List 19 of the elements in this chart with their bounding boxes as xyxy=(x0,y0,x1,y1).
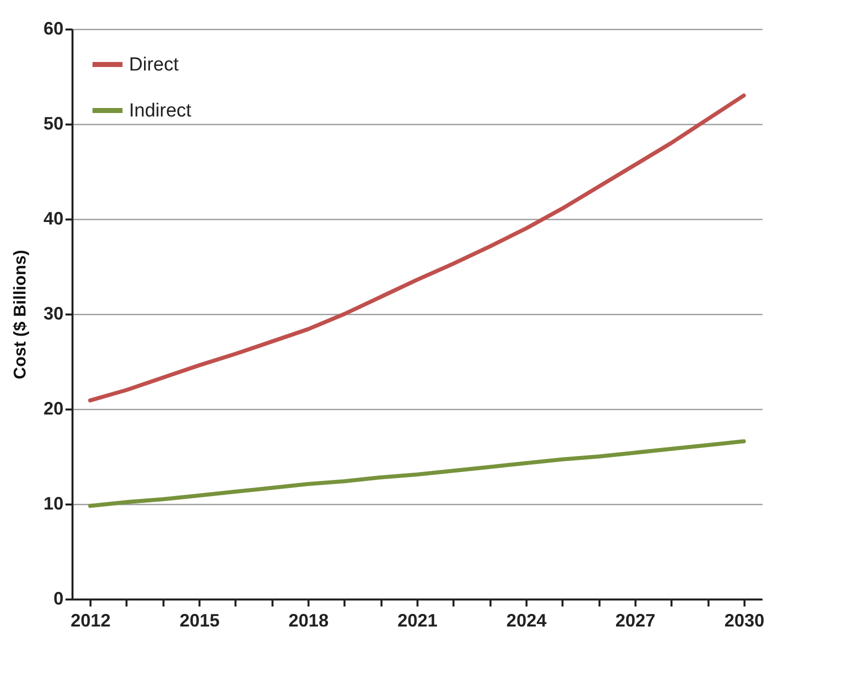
x-tick-label: 2030 xyxy=(724,610,764,630)
y-tick-label: 30 xyxy=(43,304,64,324)
y-tick-label: 0 xyxy=(53,588,64,608)
y-tick-label: 50 xyxy=(43,114,64,134)
y-axis-title: Cost ($ Billions) xyxy=(10,250,30,380)
x-tick-label: 2018 xyxy=(288,610,329,630)
x-tick-label: 2024 xyxy=(506,610,546,630)
legend-label: Indirect xyxy=(129,100,192,122)
line-series xyxy=(88,94,746,402)
y-tick-label: 40 xyxy=(43,208,64,228)
line-series xyxy=(88,439,746,508)
x-tick-label: 2015 xyxy=(180,610,220,630)
y-tick-label: 20 xyxy=(43,398,64,418)
y-tick-label: 60 xyxy=(43,18,64,38)
y-tick-label: 10 xyxy=(43,494,64,514)
legend-label: Direct xyxy=(129,54,180,76)
x-tick-label: 2021 xyxy=(397,610,438,630)
x-tick-label: 2012 xyxy=(70,610,111,630)
x-tick-label: 2027 xyxy=(615,610,656,630)
